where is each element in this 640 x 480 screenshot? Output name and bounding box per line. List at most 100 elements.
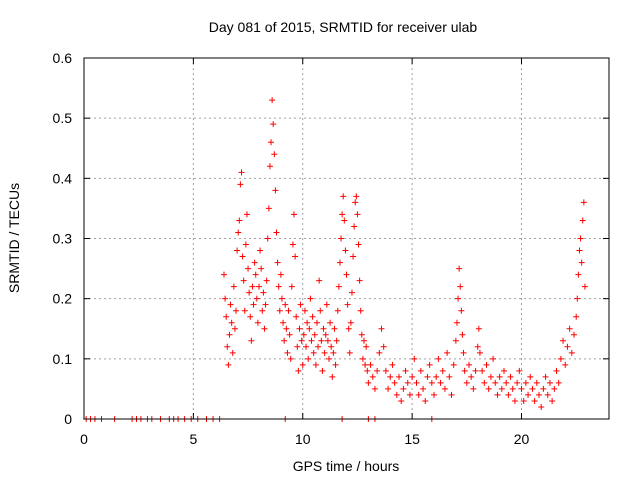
data-point	[363, 343, 370, 350]
data-point	[243, 211, 250, 218]
x-tick-label: 5	[189, 431, 197, 447]
data-point	[285, 307, 292, 314]
data-point	[540, 385, 547, 392]
data-point	[538, 403, 545, 410]
data-point	[298, 337, 305, 344]
data-point	[275, 283, 282, 290]
data-point	[241, 307, 248, 314]
data-point	[320, 325, 327, 332]
x-tick-label: 15	[404, 431, 420, 447]
data-point	[574, 295, 581, 302]
data-point	[479, 367, 486, 374]
data-point	[551, 385, 558, 392]
data-point	[257, 247, 264, 254]
data-point	[222, 295, 229, 302]
data-point	[334, 307, 341, 314]
data-point	[385, 385, 392, 392]
data-point	[331, 325, 338, 332]
data-point	[433, 373, 440, 380]
data-point	[452, 337, 459, 344]
data-point	[444, 349, 451, 356]
y-tick-label: 0	[64, 411, 72, 427]
data-point	[492, 379, 499, 386]
data-point	[359, 355, 366, 362]
data-point	[252, 271, 259, 278]
data-point	[344, 301, 351, 308]
data-point	[269, 97, 276, 104]
data-point	[460, 349, 467, 356]
data-point	[577, 235, 584, 242]
data-point	[351, 223, 358, 230]
data-point	[225, 361, 232, 368]
data-point	[498, 385, 505, 392]
data-point	[266, 163, 273, 170]
data-point	[250, 301, 257, 308]
data-point	[347, 319, 354, 326]
data-point	[283, 325, 290, 332]
data-point	[507, 373, 514, 380]
data-point	[340, 193, 347, 200]
data-point	[472, 367, 479, 374]
data-point	[249, 283, 256, 290]
data-point	[400, 385, 407, 392]
data-point	[564, 343, 571, 350]
data-point	[466, 361, 472, 368]
data-point	[448, 391, 455, 398]
data-point	[546, 379, 553, 386]
data-point	[227, 301, 234, 308]
data-point	[322, 331, 329, 338]
data-point	[323, 301, 330, 308]
data-point	[355, 241, 362, 248]
data-point	[566, 325, 573, 332]
data-point	[308, 337, 315, 344]
data-point	[364, 367, 371, 374]
data-point	[276, 307, 283, 314]
data-point	[581, 283, 588, 290]
data-point	[270, 121, 277, 128]
data-point	[305, 355, 312, 362]
data-point	[300, 331, 307, 338]
data-point	[278, 295, 285, 302]
data-point	[239, 253, 246, 260]
grid	[84, 58, 609, 419]
data-point	[374, 367, 381, 374]
data-point	[437, 379, 444, 386]
data-point	[376, 349, 383, 356]
data-point	[328, 343, 335, 350]
axis-ticks: 0 0.1 0.2 0.3 0.4 0.5 0.6 0 5 10 15 20	[53, 50, 609, 447]
data-point	[262, 301, 269, 308]
data-point	[343, 271, 350, 278]
data-point	[553, 367, 560, 374]
data-point	[348, 289, 355, 296]
data-point	[226, 331, 233, 338]
data-point	[336, 259, 343, 266]
data-point	[391, 379, 398, 386]
data-point	[310, 349, 317, 356]
data-point	[296, 325, 303, 332]
data-point	[422, 397, 429, 404]
data-point	[311, 331, 318, 338]
data-point	[317, 307, 324, 314]
data-point	[413, 379, 420, 386]
data-point	[357, 307, 364, 314]
data-point	[289, 241, 296, 248]
y-tick-label: 0.2	[53, 291, 73, 307]
data-point	[361, 337, 367, 344]
data-point	[338, 235, 345, 242]
data-point	[353, 193, 360, 200]
data-point	[459, 331, 466, 338]
data-point	[481, 379, 488, 386]
data-point	[224, 343, 231, 350]
data-point	[420, 385, 427, 392]
data-point	[557, 355, 564, 362]
data-point	[575, 271, 582, 278]
data-point	[580, 199, 587, 206]
data-point	[237, 181, 244, 188]
data-point	[318, 337, 325, 344]
data-point	[304, 319, 311, 326]
data-point	[264, 235, 271, 242]
x-axis-label: GPS time / hours	[293, 458, 400, 474]
data-point	[494, 391, 501, 398]
data-point	[261, 325, 268, 332]
